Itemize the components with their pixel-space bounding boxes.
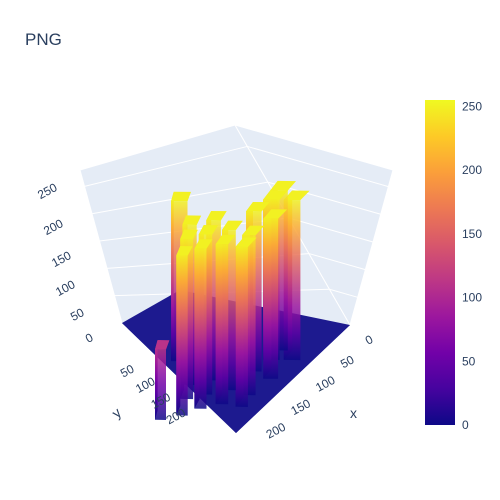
y-tick-label: 150	[149, 390, 174, 412]
z-tick-label: 50	[68, 305, 87, 324]
column-face	[216, 244, 229, 404]
chart-title: PNG	[25, 30, 62, 49]
colorbar-tick-label: 50	[462, 354, 476, 368]
x-tick-label: 0	[363, 332, 376, 348]
y-axis-label: y	[109, 404, 125, 421]
column-face	[194, 249, 206, 409]
colorbar-tick-label: 150	[462, 227, 482, 241]
x-tick-label: 50	[338, 352, 357, 371]
z-tick-label: 0	[83, 330, 96, 346]
colorbar-tick-label: 250	[462, 99, 482, 113]
column-face	[263, 219, 278, 379]
y-tick-label: 50	[118, 362, 137, 381]
colorbar: 0 50 100 150 200 250	[425, 99, 482, 432]
colorbar-tick-label: 0	[462, 418, 469, 432]
column-top	[171, 192, 191, 202]
colorbar-tick-label: 100	[462, 291, 482, 305]
column-face	[236, 247, 248, 407]
y-tick-label: 100	[133, 374, 158, 396]
x-axis-label: x	[350, 405, 357, 421]
x-tick-label: 100	[313, 373, 338, 395]
z-tick-label: 100	[53, 277, 78, 299]
x-tick-label: 150	[289, 396, 314, 418]
colorbar-ticks: 0 50 100 150 200 250	[462, 99, 482, 432]
z-tick-label: 150	[49, 248, 74, 270]
column-face	[176, 255, 187, 415]
colorbar-bar	[425, 100, 455, 425]
colorbar-tick-label: 200	[462, 163, 482, 177]
z-tick-label: 200	[41, 216, 66, 238]
x-tick-label: 200	[264, 420, 289, 442]
z-tick-label: 250	[35, 180, 60, 202]
